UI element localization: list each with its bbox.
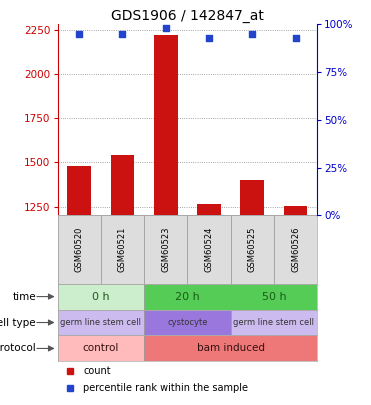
Bar [58, 215, 101, 284]
Text: GSM60525: GSM60525 [248, 227, 257, 272]
Point [206, 34, 212, 41]
Bar [197, 204, 221, 215]
Bar [144, 215, 187, 284]
Text: GSM60521: GSM60521 [118, 227, 127, 272]
Text: control: control [83, 343, 119, 354]
Bar [144, 284, 231, 309]
Bar [58, 335, 144, 361]
Text: GSM60524: GSM60524 [204, 227, 213, 272]
Text: GSM60520: GSM60520 [75, 227, 83, 272]
Text: germ line stem cell: germ line stem cell [233, 318, 314, 327]
Text: cystocyte: cystocyte [167, 318, 208, 327]
Text: GSM60526: GSM60526 [291, 227, 300, 272]
Text: time: time [12, 292, 36, 302]
Bar [231, 309, 317, 335]
Point [163, 25, 169, 31]
Bar [240, 180, 264, 215]
Text: 0 h: 0 h [92, 292, 109, 302]
Text: 20 h: 20 h [175, 292, 200, 302]
Bar [58, 284, 144, 309]
Bar [58, 309, 144, 335]
Text: cell type: cell type [0, 318, 36, 328]
Text: GSM60523: GSM60523 [161, 227, 170, 272]
Bar [231, 284, 317, 309]
Point [249, 31, 255, 37]
Bar [101, 215, 144, 284]
Text: germ line stem cell: germ line stem cell [60, 318, 141, 327]
Title: GDS1906 / 142847_at: GDS1906 / 142847_at [111, 9, 264, 23]
Bar [187, 215, 231, 284]
Bar [67, 166, 91, 215]
Bar [231, 215, 274, 284]
Text: 50 h: 50 h [262, 292, 286, 302]
Point [293, 34, 299, 41]
Point [76, 31, 82, 37]
Bar [154, 35, 178, 215]
Bar [111, 155, 134, 215]
Text: protocol: protocol [0, 343, 36, 354]
Bar [144, 309, 231, 335]
Text: percentile rank within the sample: percentile rank within the sample [83, 383, 249, 393]
Bar [144, 335, 317, 361]
Bar [284, 206, 308, 215]
Text: bam induced: bam induced [197, 343, 265, 354]
Text: count: count [83, 367, 111, 376]
Point [119, 31, 125, 37]
Bar [274, 215, 317, 284]
